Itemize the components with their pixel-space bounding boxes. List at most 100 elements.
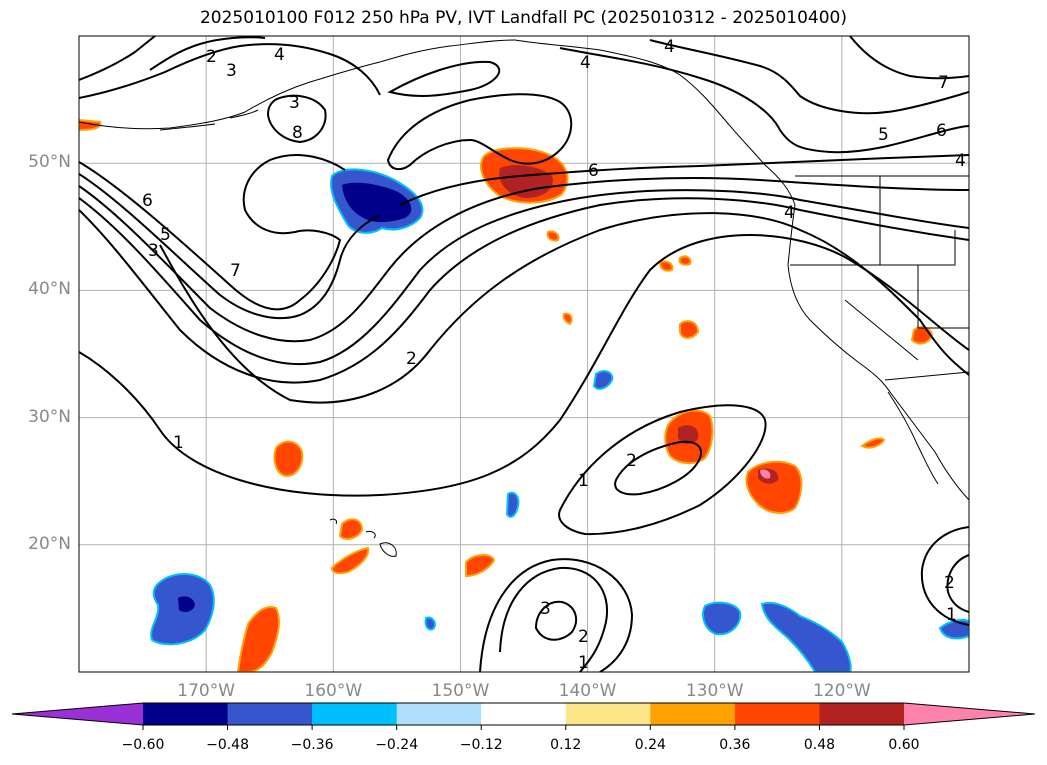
lat-tick-label: 30°N [28, 406, 71, 427]
pos-blob-south2 [236, 606, 280, 672]
contour-label: 4 [274, 45, 285, 65]
pv-contour-ne-3 [849, 36, 969, 80]
contour-label: 4 [784, 203, 795, 223]
contour-label: 2 [578, 627, 589, 647]
colorbar [11, 702, 1036, 730]
colorbar-cell [565, 703, 651, 725]
colorbar-tick-label: −0.48 [206, 737, 249, 753]
pos-blob-hawaii2 [330, 546, 370, 575]
contour-label: 3 [289, 93, 300, 113]
contour-label: 3 [226, 61, 237, 81]
pv-contour-south-3 [534, 600, 578, 641]
colorbar-tick-label: 0.12 [550, 737, 582, 753]
contour-label: 3 [540, 599, 551, 619]
colorbar-tick-label: 0.36 [719, 737, 751, 753]
coastline-uswest [787, 204, 969, 501]
pos-core-mid [678, 425, 699, 444]
contour-label: 1 [578, 471, 589, 491]
pv-contour-south-2 [499, 566, 609, 672]
shaded-field [79, 118, 969, 672]
pv-contour-closed-high [266, 94, 327, 144]
pv-contour-5 [79, 177, 969, 343]
neg-core-gulf [342, 182, 412, 223]
pv-contours [79, 36, 969, 672]
colorbar-tick-label: −0.60 [121, 737, 165, 753]
lon-tick-label: 170°W [177, 681, 236, 701]
pv-contour-3 [79, 197, 969, 384]
pv-contour-ellipse-2 [614, 440, 702, 496]
neg-blob-small1 [592, 370, 614, 390]
colorbar-cells [12, 703, 1035, 730]
contour-label: 2 [206, 47, 217, 67]
pv-contour-4 [79, 189, 969, 366]
colorbar-cell [734, 703, 820, 725]
pos-blob-s4 [562, 312, 573, 326]
neg-blob-small3 [424, 616, 436, 631]
lat-tick-label: 40°N [28, 279, 71, 300]
border-state-lines [790, 176, 969, 361]
pos-blob-south1 [465, 554, 496, 578]
pv-contour-7 [79, 153, 346, 311]
lon-tick-label: 120°W [812, 681, 871, 701]
colorbar-cell [650, 703, 736, 725]
colorbar-tick-label: 0.24 [634, 737, 666, 753]
pv-contour-ne-1 [559, 47, 969, 154]
contour-label: 5 [160, 225, 171, 245]
contour-label: 2 [406, 349, 417, 369]
lat-tick-label: 20°N [28, 533, 71, 554]
pv-contour-north-5 [387, 60, 501, 97]
colorbar-tick-label: −0.12 [459, 737, 503, 753]
pv-contour-north-2 [79, 36, 156, 81]
neg-blob-se3 [938, 619, 969, 640]
neg-blob-small2 [505, 491, 520, 518]
coastline-bc [514, 39, 796, 206]
contour-label: 6 [936, 121, 947, 141]
colorbar-frame [11, 702, 1036, 726]
contour-label: 4 [955, 151, 966, 171]
coastlines [79, 39, 969, 557]
pos-blob-west [273, 440, 304, 478]
contour-label: 4 [580, 53, 591, 73]
political-borders [790, 175, 969, 381]
pv-contour-north-3 [149, 36, 266, 71]
contour-label: 7 [938, 73, 949, 93]
pv-contour-ne-2 [649, 39, 969, 115]
contour-label: 6 [142, 191, 153, 211]
lon-tick-label: 160°W [304, 681, 363, 701]
contour-label: 6 [588, 161, 599, 181]
pv-contour-north-4 [386, 93, 573, 171]
contour-label: 3 [148, 241, 159, 261]
pos-blob-s6 [860, 437, 886, 449]
colorbar-cell [143, 703, 229, 725]
pos-blob-s5 [679, 320, 700, 339]
contour-label: 2 [626, 451, 637, 471]
pv-contour-2 [159, 212, 969, 404]
pv-contour-ellipse-1 [558, 404, 767, 536]
pos-blob-hawaii1 [338, 518, 364, 540]
pos-blob-s2 [658, 260, 674, 272]
coastline-alaska [79, 39, 516, 130]
neg-blob-se2 [760, 602, 852, 672]
contour-label: 7 [230, 261, 241, 281]
pv-contour-north-1 [79, 43, 381, 99]
pos-blob-ca [910, 326, 934, 345]
colorbar-cell [481, 703, 567, 725]
border-us-mexico [884, 371, 969, 381]
colorbar-tick-label: 0.48 [803, 737, 836, 753]
colorbar-extend-high [904, 703, 1035, 725]
contour-label: 8 [292, 123, 303, 143]
contour-label: 1 [946, 605, 957, 625]
coastline-aleutians [159, 109, 259, 131]
lat-tick-label: 50°N [28, 152, 71, 173]
colorbar-tick-label: −0.24 [375, 737, 419, 753]
pos-core-north [499, 165, 553, 198]
coastline-baja [887, 391, 939, 485]
contour-label: 5 [878, 125, 889, 145]
neg-blob-se1 [702, 601, 742, 636]
contour-label: 4 [664, 37, 675, 57]
contour-label: 2 [944, 573, 955, 593]
colorbar-cell [819, 703, 905, 725]
colorbar-tick-label: 0.60 [888, 737, 920, 753]
lon-tick-label: 140°W [558, 681, 617, 701]
